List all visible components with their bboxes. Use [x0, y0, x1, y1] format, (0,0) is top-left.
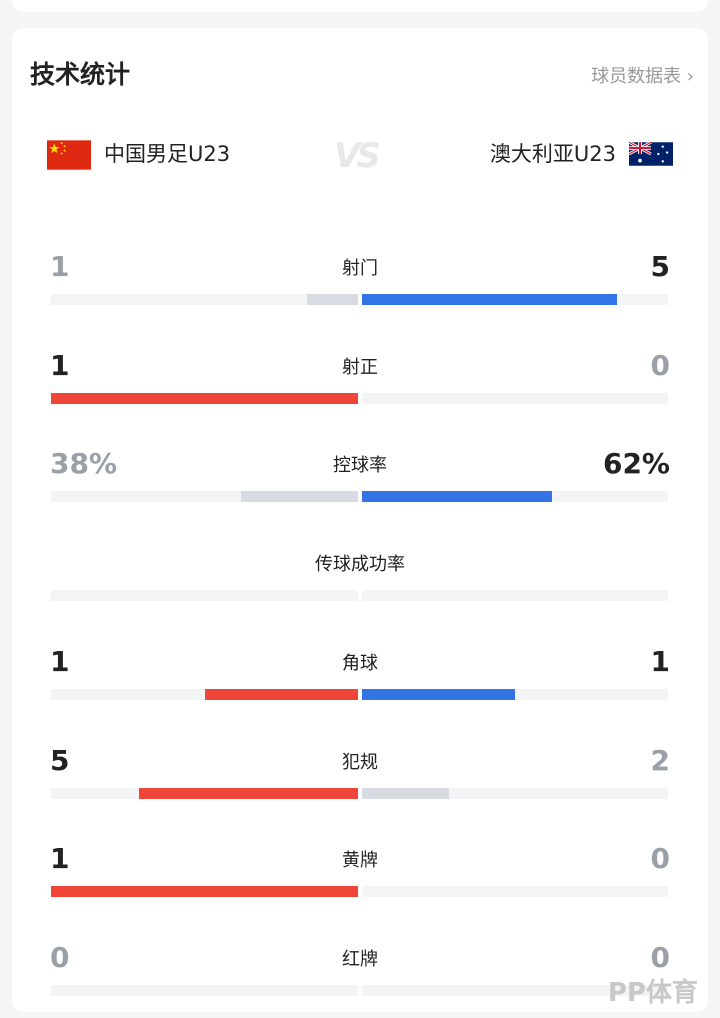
stat-row: 38% 控球率 62% — [12, 447, 708, 507]
stat-row: 0 红牌 0 — [12, 941, 708, 1001]
stat-label: 射正 — [342, 356, 378, 378]
home-bar-fill — [241, 491, 358, 503]
home-value: 38% — [50, 447, 118, 481]
home-bar-fill — [51, 886, 358, 898]
vs-logo: VS — [334, 136, 381, 176]
away-value: 2 — [650, 743, 670, 777]
stat-row: 1 射正 0 — [12, 349, 708, 409]
stat-label: 传球成功率 — [315, 554, 405, 576]
home-value: 1 — [50, 644, 70, 678]
home-bar-track — [51, 984, 358, 996]
home-bar-fill — [138, 787, 358, 799]
away-bar-track — [362, 886, 668, 898]
stat-label: 射门 — [342, 258, 378, 279]
home-value: 1 — [50, 842, 70, 876]
previous-card — [12, 0, 708, 12]
away-value: 0 — [650, 940, 670, 974]
away-value: 0 — [650, 842, 670, 876]
away-value: 5 — [650, 250, 670, 283]
section-title: 技术统计 — [30, 60, 131, 89]
stat-row: 1 射门 5 — [12, 250, 708, 310]
away-team-name: 澳大利亚U23 — [489, 142, 616, 166]
home-bar-track — [51, 294, 358, 305]
home-bar-track — [51, 392, 358, 404]
technical-stats-card: 技术统计 球员数据表 › 中国男足U23 VS 澳大利亚U23 1 射门 5 1… — [12, 28, 708, 1012]
away-bar-track — [362, 392, 668, 404]
home-value: 1 — [50, 348, 70, 382]
stat-row: 传球成功率 — [12, 546, 708, 606]
player-stats-link[interactable]: 球员数据表 › — [591, 66, 694, 87]
stat-label: 黄牌 — [342, 850, 378, 872]
home-bar-track — [51, 688, 358, 700]
away-bar-track — [362, 294, 668, 305]
away-value: 1 — [650, 644, 670, 678]
away-bar-fill — [362, 688, 515, 700]
away-bar-fill — [362, 294, 617, 305]
away-bar-track — [362, 491, 668, 503]
home-bar-track — [51, 787, 358, 799]
home-bar-track — [51, 491, 358, 503]
home-bar-track — [51, 590, 358, 602]
away-value: 62% — [602, 447, 670, 481]
home-value: 1 — [50, 250, 70, 283]
teams-header: 中国男足U23 VS 澳大利亚U23 — [12, 136, 708, 176]
away-bar-fill — [362, 491, 552, 503]
home-team-name: 中国男足U23 — [104, 142, 231, 166]
stat-row: 5 犯规 2 — [12, 744, 708, 804]
home-bar-fill — [204, 688, 358, 700]
china-flag-icon — [47, 140, 91, 170]
home-bar-fill — [306, 294, 358, 305]
home-bar-fill — [51, 392, 358, 404]
away-bar-track — [362, 590, 668, 602]
stat-row: 1 角球 1 — [12, 645, 708, 705]
stat-label: 控球率 — [333, 455, 387, 477]
away-value: 0 — [650, 348, 670, 382]
away-bar-track — [362, 984, 668, 996]
stat-label: 角球 — [342, 652, 378, 674]
pp-sports-watermark: PP体育 — [607, 978, 698, 1008]
stat-label: 犯规 — [342, 751, 378, 773]
australia-flag-icon — [629, 142, 673, 166]
away-bar-track — [362, 787, 668, 799]
stat-label: 红牌 — [342, 948, 378, 970]
stat-row: 1 黄牌 0 — [12, 842, 708, 902]
home-value: 0 — [50, 940, 70, 974]
home-bar-track — [51, 886, 358, 898]
home-value: 5 — [50, 743, 70, 777]
away-bar-track — [362, 688, 668, 700]
away-bar-fill — [362, 787, 450, 799]
